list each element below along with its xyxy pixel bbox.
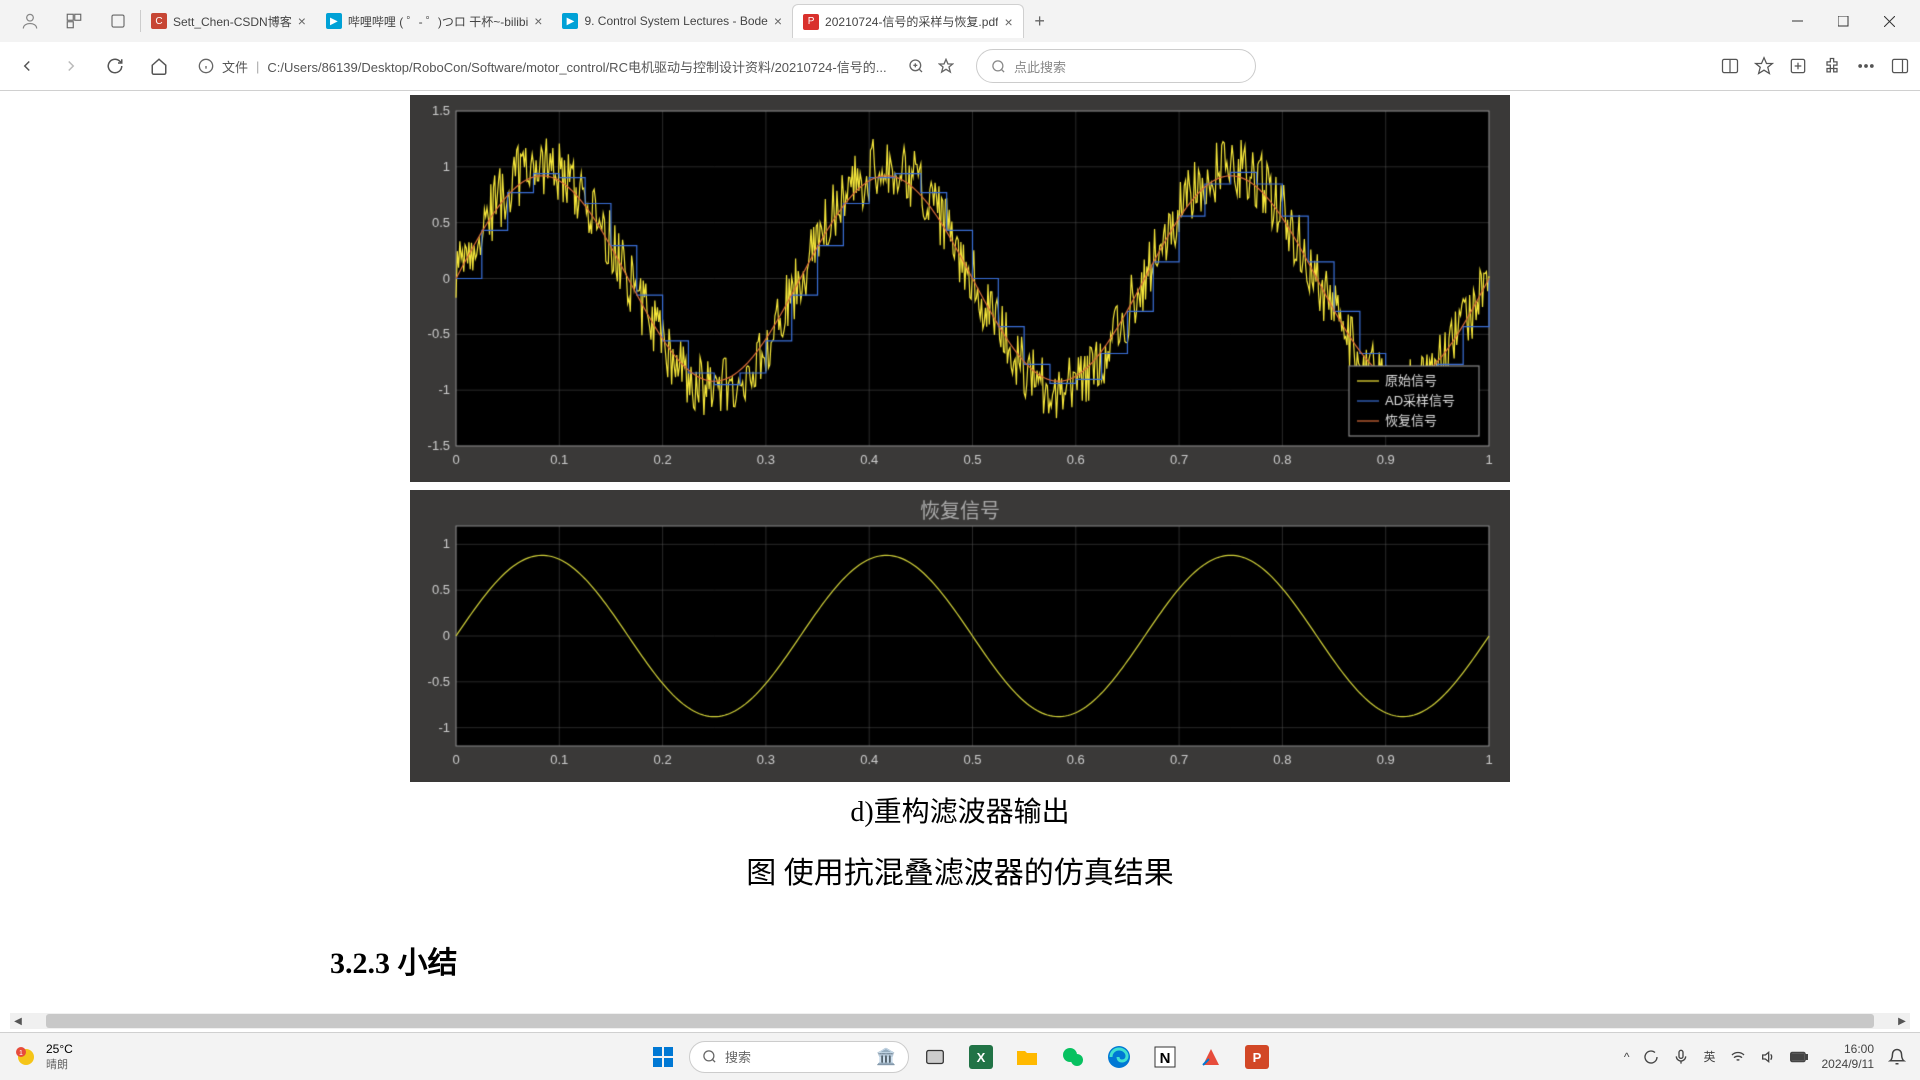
favicon-icon: C (151, 13, 167, 29)
browser-tab[interactable]: C Sett_Chen-CSDN博客 × (141, 4, 316, 38)
time: 16:00 (1822, 1042, 1875, 1056)
volume-icon[interactable] (1760, 1049, 1776, 1065)
url-prefix: 文件 (222, 57, 248, 76)
chart-2-container (410, 490, 1510, 782)
app-explorer-icon[interactable] (1007, 1037, 1047, 1077)
chart-1 (416, 101, 1504, 476)
system-tray: ^ 英 16:00 2024/9/11 (1624, 1042, 1920, 1071)
address-bar: 文件 | C:/Users/86139/Desktop/RoboCon/Soft… (0, 42, 1920, 90)
profile-icon[interactable] (16, 7, 44, 35)
app-matlab-icon[interactable] (1191, 1037, 1231, 1077)
tab-close-icon[interactable]: × (534, 13, 542, 29)
chart-1-container (410, 95, 1510, 482)
chart-2 (416, 496, 1504, 776)
app-wechat-icon[interactable] (1053, 1037, 1093, 1077)
taskbar-search-label: 搜索 (725, 1047, 751, 1066)
tab-title: 20210724-信号的采样与恢复.pdf (825, 13, 998, 30)
search-placeholder: 点此搜索 (1014, 57, 1066, 76)
start-button[interactable] (643, 1037, 683, 1077)
favicon-icon: ▶ (562, 13, 578, 29)
workspaces-icon[interactable] (60, 7, 88, 35)
svg-text:N: N (1160, 1050, 1171, 1067)
temperature: 25°C (46, 1042, 73, 1056)
tab-title: Sett_Chen-CSDN博客 (173, 13, 292, 30)
battery-icon[interactable] (1790, 1050, 1808, 1064)
tab-close-icon[interactable]: × (1004, 14, 1012, 30)
sidebar-icon[interactable] (1890, 56, 1910, 76)
split-screen-icon[interactable] (1720, 56, 1740, 76)
search-graphic-icon: 🏛️ (876, 1047, 896, 1067)
weather-icon: 1 (14, 1045, 38, 1069)
svg-text:P: P (1253, 1050, 1262, 1065)
star-icon[interactable] (938, 58, 954, 74)
minimize-button[interactable] (1774, 0, 1820, 42)
horizontal-scrollbar[interactable]: ◀ ▶ (10, 1013, 1910, 1029)
app-excel-icon[interactable]: X (961, 1037, 1001, 1077)
back-button[interactable] (10, 49, 44, 83)
notifications-icon[interactable] (1888, 1048, 1906, 1066)
search-box[interactable]: 点此搜索 (976, 49, 1256, 83)
caption-figure: 图 使用抗混叠滤波器的仿真结果 (410, 848, 1510, 892)
pdf-viewport[interactable]: d)重构滤波器输出 图 使用抗混叠滤波器的仿真结果 3.2.3 小结 ◀ ▶ (0, 91, 1920, 1029)
tab-actions-icon[interactable] (104, 7, 132, 35)
app-powerpoint-icon[interactable]: P (1237, 1037, 1277, 1077)
scroll-thumb[interactable] (46, 1014, 1874, 1028)
new-tab-button[interactable]: + (1024, 11, 1056, 32)
close-window-button[interactable] (1866, 0, 1912, 42)
forward-button[interactable] (54, 49, 88, 83)
taskbar: 1 25°C 晴朗 搜索 🏛️ X N P ^ 英 16:00 2024/9/1… (0, 1032, 1920, 1080)
section-heading: 3.2.3 小结 (330, 938, 1510, 982)
weather-widget[interactable]: 1 25°C 晴朗 (0, 1042, 87, 1072)
search-icon (991, 59, 1006, 74)
tab-close-icon[interactable]: × (298, 13, 306, 29)
home-button[interactable] (142, 49, 176, 83)
menu-icon[interactable] (1856, 56, 1876, 76)
browser-chrome: C Sett_Chen-CSDN博客 × ▶ 哔哩哔哩 ( ゜- ゜)つロ 干杯~-bi… (0, 0, 1920, 91)
scroll-left-arrow[interactable]: ◀ (10, 1016, 26, 1027)
taskbar-search[interactable]: 搜索 🏛️ (689, 1041, 909, 1073)
zoom-icon[interactable] (908, 58, 924, 74)
favorites-icon[interactable] (1754, 56, 1774, 76)
url-text: C:/Users/86139/Desktop/RoboCon/Software/… (267, 57, 886, 76)
app-edge-icon[interactable] (1099, 1037, 1139, 1077)
svg-text:X: X (977, 1050, 986, 1065)
date: 2024/9/11 (1822, 1057, 1875, 1071)
pdf-page: d)重构滤波器输出 图 使用抗混叠滤波器的仿真结果 3.2.3 小结 (410, 91, 1510, 982)
clock[interactable]: 16:00 2024/9/11 (1822, 1042, 1875, 1071)
extensions-icon[interactable] (1822, 56, 1842, 76)
tab-title: 哔哩哔哩 ( ゜- ゜)つロ 干杯~-bilibi (348, 13, 528, 30)
wifi-icon[interactable] (1730, 1049, 1746, 1065)
onedrive-icon[interactable] (1643, 1049, 1659, 1065)
info-icon (198, 58, 214, 74)
app-notion-icon[interactable]: N (1145, 1037, 1185, 1077)
refresh-button[interactable] (98, 49, 132, 83)
mic-icon[interactable] (1673, 1049, 1689, 1065)
browser-tab[interactable]: ▶ 9. Control System Lectures - Bode × (552, 4, 792, 38)
collections-icon[interactable] (1788, 56, 1808, 76)
scroll-right-arrow[interactable]: ▶ (1894, 1016, 1910, 1027)
caption-d: d)重构滤波器输出 (410, 790, 1510, 830)
tab-title: 9. Control System Lectures - Bode (584, 14, 767, 28)
task-view-icon[interactable] (915, 1037, 955, 1077)
favicon-icon: ▶ (326, 13, 342, 29)
ime-indicator[interactable]: 英 (1703, 1048, 1715, 1065)
svg-text:1: 1 (19, 1050, 23, 1057)
condition: 晴朗 (46, 1056, 73, 1072)
favicon-icon: P (803, 14, 819, 30)
tray-chevron-icon[interactable]: ^ (1624, 1050, 1630, 1064)
browser-tab[interactable]: ▶ 哔哩哔哩 ( ゜- ゜)つロ 干杯~-bilibi × (316, 4, 553, 38)
tab-close-icon[interactable]: × (774, 13, 782, 29)
tab-strip: C Sett_Chen-CSDN博客 × ▶ 哔哩哔哩 ( ゜- ゜)つロ 干杯~-bi… (0, 0, 1920, 42)
maximize-button[interactable] (1820, 0, 1866, 42)
url-field[interactable]: 文件 | C:/Users/86139/Desktop/RoboCon/Soft… (186, 49, 966, 83)
browser-tab[interactable]: P 20210724-信号的采样与恢复.pdf × (792, 4, 1024, 38)
search-icon (702, 1049, 717, 1064)
